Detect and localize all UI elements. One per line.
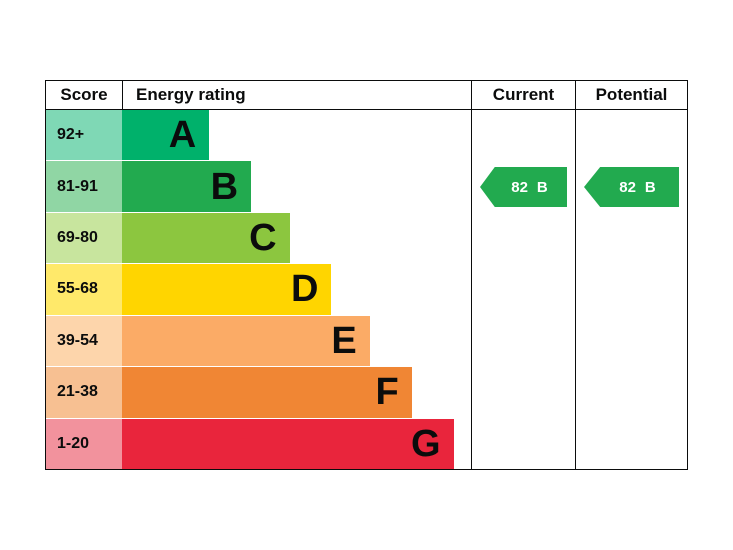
band-bar-track-f: F: [122, 367, 471, 418]
band-bar-e: E: [122, 315, 370, 367]
band-score-range-e: 39-54: [46, 315, 122, 367]
band-letter-d: D: [290, 268, 319, 311]
band-bar-track-b: B: [122, 161, 471, 212]
band-bar-a: A: [122, 110, 210, 161]
band-letter-g: G: [410, 422, 441, 465]
band-score-range-c: 69-80: [46, 212, 122, 264]
band-bar-track-c: C: [122, 212, 471, 264]
band-bar-f: F: [122, 367, 412, 418]
band-bar-g: G: [122, 418, 454, 469]
band-bar-track-g: G: [122, 418, 471, 469]
potential-column: 82 B: [575, 110, 687, 469]
band-row-e: 39-54 E: [46, 314, 471, 367]
band-letter-c: C: [249, 217, 277, 260]
band-score-range-f: 21-38: [46, 367, 122, 418]
current-rating-arrow: 82 B: [480, 167, 567, 207]
band-letter-a: A: [168, 114, 197, 157]
score-header: Score: [46, 81, 122, 110]
band-bar-track-d: D: [122, 264, 471, 315]
energy-rating-header: Energy rating: [122, 81, 471, 110]
band-bar-track-e: E: [122, 315, 471, 367]
epc-rating-chart: Score Energy rating Current Potential 92…: [45, 80, 688, 470]
band-row-a: 92+ A: [46, 110, 471, 161]
band-row-g: 1-20 G: [46, 417, 471, 469]
current-column: 82 B: [471, 110, 575, 469]
band-row-f: 21-38 F: [46, 366, 471, 418]
band-letter-e: E: [331, 319, 357, 362]
potential-rating-value: 82: [619, 178, 636, 196]
band-score-range-d: 55-68: [46, 264, 122, 315]
potential-rating-arrow: 82 B: [584, 167, 679, 207]
rating-bands-area: 92+ A 81-91 B 69-80 C 5: [46, 110, 471, 469]
band-letter-b: B: [210, 165, 239, 208]
band-bar-d: D: [122, 264, 332, 315]
band-score-range-g: 1-20: [46, 418, 122, 469]
band-score-range-b: 81-91: [46, 161, 122, 212]
current-rating-letter: B: [536, 178, 548, 196]
band-row-b: 81-91 B: [46, 160, 471, 212]
band-row-c: 69-80 C: [46, 211, 471, 264]
band-row-d: 55-68 D: [46, 263, 471, 315]
band-bar-b: B: [122, 161, 252, 212]
band-score-range-a: 92+: [46, 110, 122, 161]
potential-rating-letter: B: [644, 178, 656, 196]
current-header: Current: [471, 81, 575, 110]
band-bar-track-a: A: [122, 110, 471, 161]
band-bar-c: C: [122, 212, 290, 264]
band-letter-f: F: [375, 371, 399, 414]
potential-header: Potential: [575, 81, 687, 110]
current-rating-value: 82: [511, 178, 528, 196]
